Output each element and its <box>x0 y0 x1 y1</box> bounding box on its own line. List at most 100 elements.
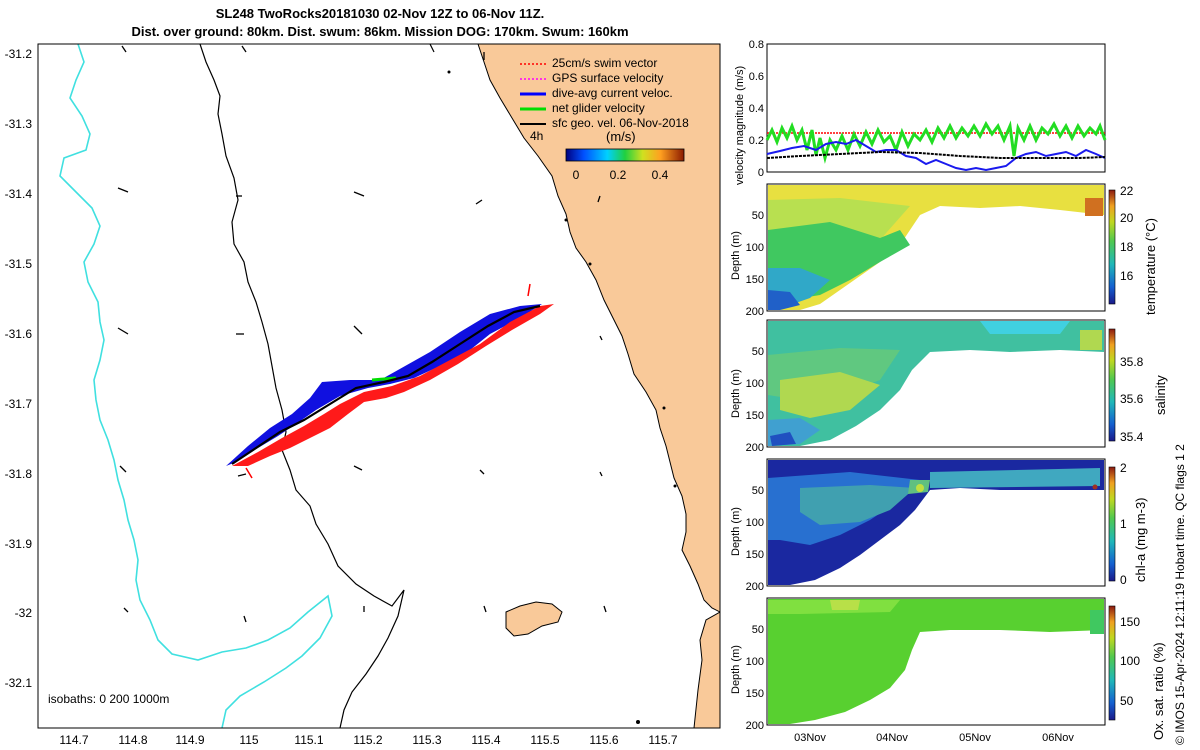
depth-tick: 100 <box>746 517 764 529</box>
legend-item-geo-velocity: sfc geo. vel. 06-Nov-2018 <box>520 116 689 130</box>
legend-label: dive-avg current veloc. <box>552 86 673 100</box>
legend-item-gps-velocity: GPS surface velocity <box>520 71 663 85</box>
date-tick: 04Nov <box>876 732 908 744</box>
island <box>505 601 563 637</box>
colorbar-tick: 0.4 <box>652 168 669 182</box>
velocity-panel: 0 0.2 0.4 0.6 0.8 velocity magnitude (m/… <box>734 39 1107 185</box>
plot-title-line1: SL248 TwoRocks20181030 02-Nov 12Z to 06-… <box>215 6 545 21</box>
lat-tick: -31.4 <box>5 187 33 201</box>
cbar-tick: 22 <box>1120 184 1134 198</box>
cbar-tick: 35.8 <box>1120 355 1144 369</box>
depth-tick: 50 <box>752 485 764 497</box>
lon-tick: 115.5 <box>530 733 559 747</box>
cbar-tick: 35.6 <box>1120 392 1144 406</box>
legend-label: 25cm/s swim vector <box>552 56 657 70</box>
lon-tick: 114.8 <box>118 733 147 747</box>
cbar-tick: 35.4 <box>1120 430 1144 444</box>
lon-tick: 115.1 <box>294 733 323 747</box>
depth-tick: 100 <box>746 656 764 668</box>
lon-tick: 115.4 <box>471 733 500 747</box>
chla-panel <box>766 458 1106 587</box>
speed-colorbar: 0 0.2 0.4 <box>565 148 685 182</box>
temperature-panel <box>766 183 1106 312</box>
velocity-ytick: 0.8 <box>749 39 764 51</box>
depth-label: Depth (m) <box>730 369 742 418</box>
depth-label: Depth (m) <box>730 507 742 556</box>
profile-axes: 50 100 150 200 50 100 150 200 50 100 150… <box>730 210 1074 744</box>
cbar-label: chl-a (mg m-3) <box>1133 497 1148 582</box>
cbar-tick: 18 <box>1120 240 1134 254</box>
velocity-ytick: 0.4 <box>749 103 764 115</box>
lat-tick: -31.3 <box>5 117 33 131</box>
lat-tick: -32.1 <box>5 676 33 690</box>
legend-label: net glider velocity <box>552 101 645 115</box>
isobath-1000m <box>59 44 333 728</box>
date-tick: 05Nov <box>959 732 991 744</box>
cbar-tick: 50 <box>1120 694 1134 708</box>
lat-tick: -31.8 <box>5 467 33 481</box>
legend-item-net-velocity: net glider velocity <box>520 101 645 115</box>
lat-axis: -31.2 -31.3 -31.4 -31.5 -31.6 -31.7 -31.… <box>5 47 33 690</box>
legend-item-current-velocity: dive-avg current veloc. <box>520 86 673 100</box>
lat-tick: -31.5 <box>5 257 33 271</box>
cbar-tick: 150 <box>1120 615 1140 629</box>
lat-tick: -31.6 <box>5 327 33 341</box>
cbar-label: Ox. sat. ratio (%) <box>1151 642 1166 740</box>
velocity-ytick: 0.6 <box>749 71 764 83</box>
depth-tick: 200 <box>746 306 764 318</box>
cbar-tick: 16 <box>1120 269 1134 283</box>
cbar-tick: 20 <box>1120 211 1134 225</box>
depth-tick: 100 <box>746 242 764 254</box>
profile-colorbars: 16 18 20 22 temperature (°C) 35.4 35.6 3… <box>1108 184 1168 740</box>
lon-tick: 115.2 <box>353 733 382 747</box>
lon-axis: 114.7 114.8 114.9 115 115.1 115.2 115.3 … <box>59 733 677 747</box>
lon-tick: 114.9 <box>175 733 204 747</box>
depth-tick: 50 <box>752 346 764 358</box>
legend-label: sfc geo. vel. 06-Nov-2018 <box>552 116 689 130</box>
isobaths-label: isobaths: 0 200 1000m <box>48 692 169 706</box>
colorbar-tick: 0 <box>573 168 580 182</box>
oxygen-panel <box>766 597 1106 726</box>
depth-label: Depth (m) <box>730 645 742 694</box>
salinity-panel <box>766 319 1106 448</box>
cbar-tick: 100 <box>1120 654 1140 668</box>
cbar-tick: 1 <box>1120 517 1127 531</box>
velocity-ytick: 0.2 <box>749 135 764 147</box>
lon-tick: 115.3 <box>412 733 441 747</box>
cbar-label: salinity <box>1153 375 1168 415</box>
velocity-ytick: 0 <box>758 167 764 179</box>
cbar-tick: 2 <box>1120 461 1127 475</box>
depth-tick: 150 <box>746 274 764 286</box>
legend-label: GPS surface velocity <box>552 71 663 85</box>
dive-avg-current-band <box>226 304 542 466</box>
cbar-tick: 0 <box>1120 573 1127 587</box>
series-sfc-geo-velocity <box>766 150 1106 159</box>
colorbar-tick: 0.2 <box>610 168 627 182</box>
depth-tick: 50 <box>752 210 764 222</box>
depth-tick: 150 <box>746 549 764 561</box>
depth-tick: 200 <box>746 581 764 593</box>
date-tick: 03Nov <box>794 732 826 744</box>
depth-tick: 150 <box>746 688 764 700</box>
cbar-label: temperature (°C) <box>1143 218 1158 315</box>
map-panel: 114.7 114.8 114.9 115 115.1 115.2 115.3 … <box>5 43 721 747</box>
depth-label: Depth (m) <box>730 231 742 280</box>
land-mass <box>477 44 720 613</box>
lon-tick: 115.6 <box>589 733 618 747</box>
lon-tick: 115.7 <box>648 733 677 747</box>
depth-tick: 200 <box>746 720 764 732</box>
glider-track <box>231 304 541 465</box>
depth-tick: 150 <box>746 410 764 422</box>
map-legend: 25cm/s swim vector GPS surface velocity … <box>520 56 689 144</box>
date-tick: 06Nov <box>1042 732 1074 744</box>
velocity-ylabel: velocity magnitude (m/s) <box>734 66 746 185</box>
depth-tick: 100 <box>746 378 764 390</box>
time-label: 4h <box>530 129 543 143</box>
lon-tick: 115 <box>239 733 258 747</box>
plot-title-line2: Dist. over ground: 80km. Dist. swum: 86k… <box>131 24 629 39</box>
swim-vector-band <box>232 304 554 466</box>
lat-tick: -31.9 <box>5 537 33 551</box>
lat-tick: -31.2 <box>5 47 33 61</box>
series-dive-avg-current <box>766 138 1106 172</box>
lat-tick: -31.7 <box>5 397 33 411</box>
